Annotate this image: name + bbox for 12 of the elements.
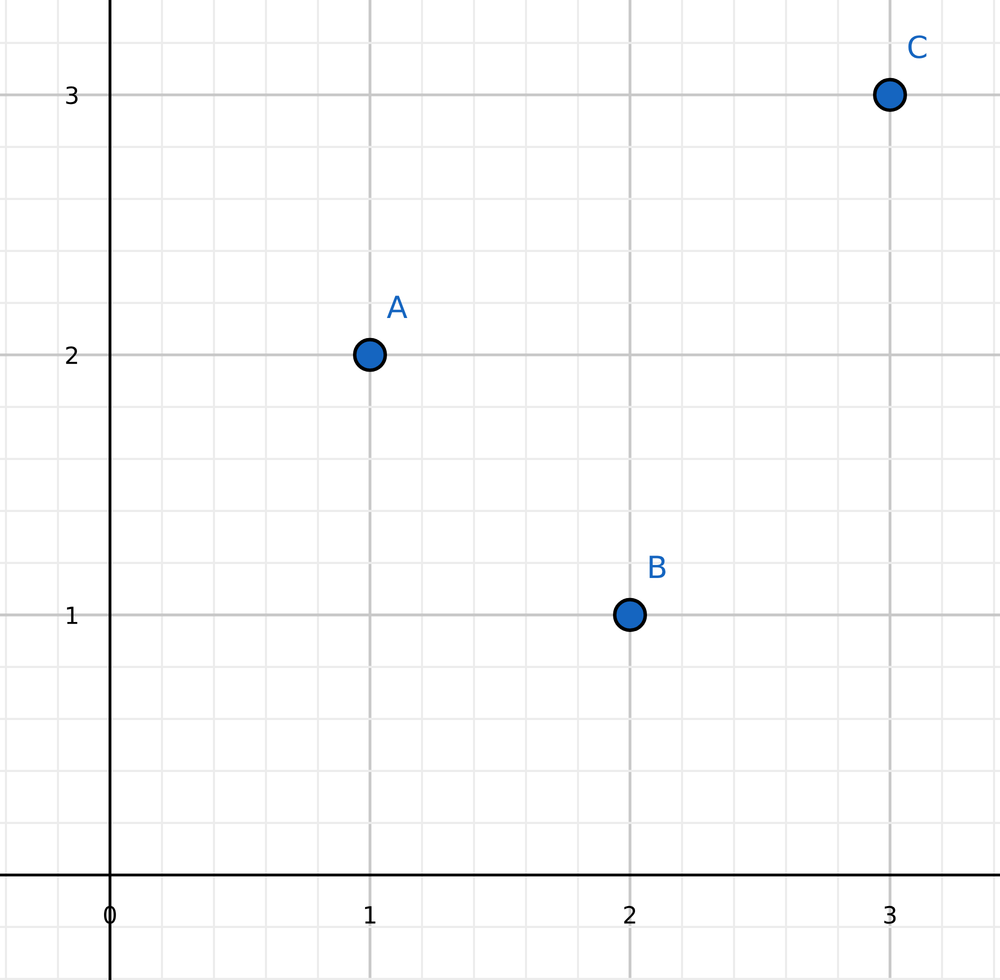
point (612, 598, 648, 632)
x-tick-label: 3 (884, 906, 896, 924)
annotation: A (386, 296, 408, 318)
annotation: B (650, 556, 666, 578)
x-tick-label: 2 (624, 906, 636, 924)
point (352, 338, 388, 372)
x-tick-label: 1 (365, 906, 376, 924)
point (873, 78, 908, 112)
y-tick-label: 1 (67, 606, 78, 624)
y-tick-label: 3 (66, 86, 78, 104)
y-tick-label: 2 (66, 346, 78, 364)
annotation: C (908, 35, 926, 58)
